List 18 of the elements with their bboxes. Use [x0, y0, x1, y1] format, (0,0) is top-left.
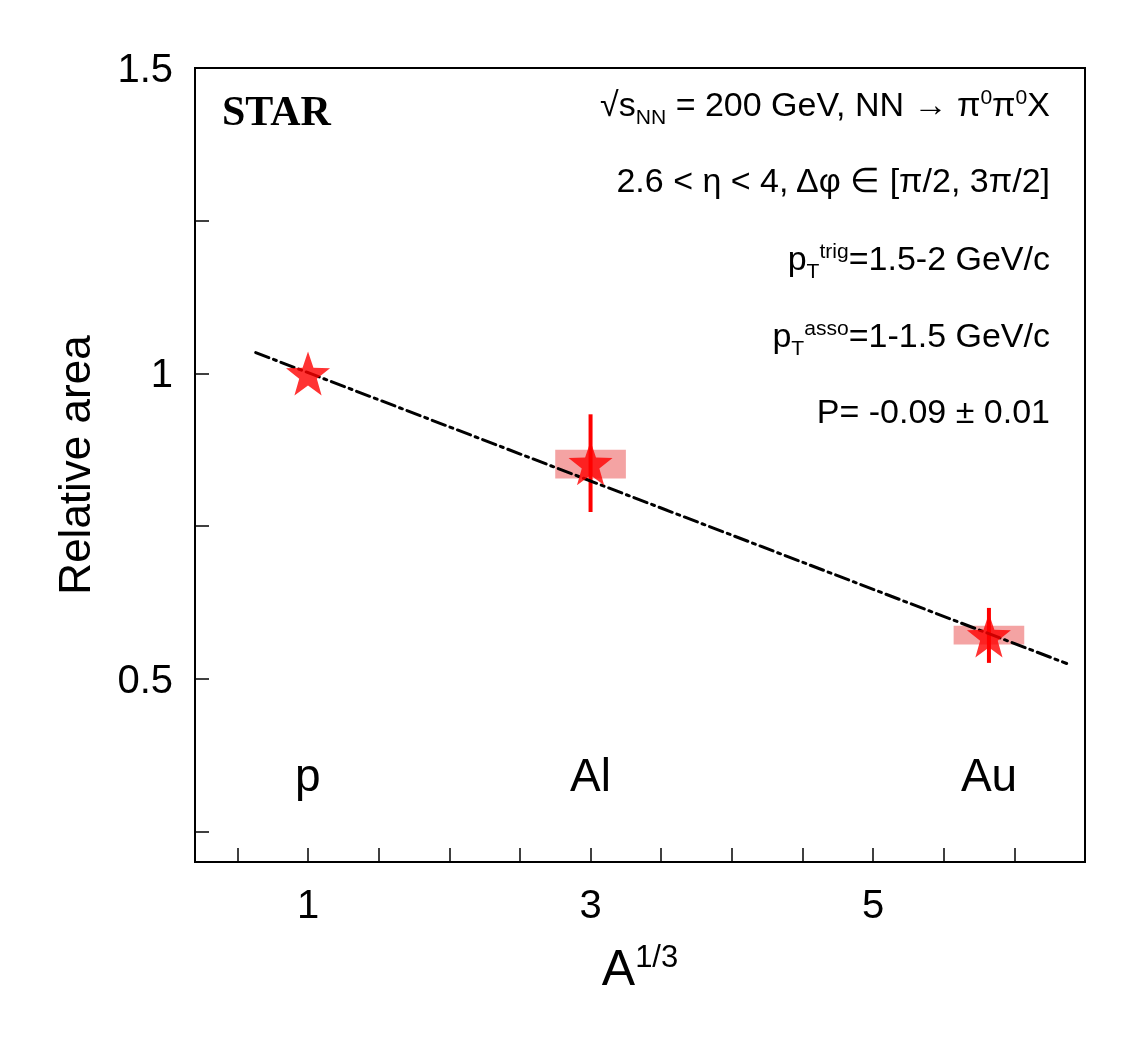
- annotation: p: [295, 749, 321, 801]
- annotation: 2.6 < η < 4, Δφ ∈ [π/2, 3π/2]: [616, 161, 1050, 200]
- annotation: STAR: [222, 88, 331, 135]
- y-tick-label: 1: [150, 351, 173, 396]
- annotation: √s$_{NN}$ = 200 GeV, NN → π$^{0}$π$^{0}$X: [600, 85, 1050, 129]
- annotation: p$_{T}$$^{trig}$=1.5-2 GeV/c: [787, 239, 1050, 283]
- point: [286, 351, 331, 396]
- y-tick-label: 1.5: [117, 46, 173, 90]
- y-tick-label: 0.5: [117, 656, 173, 701]
- y-axis-title: Relative area: [49, 335, 100, 595]
- x-tick-label: 3: [579, 882, 602, 926]
- x-axis-title: A$^{1/3}$: [600, 939, 680, 996]
- annotation: p$_{T}$$^{asso}$=1-1.5 GeV/c: [772, 316, 1050, 360]
- annotation: Au: [960, 749, 1018, 801]
- annotation: Al: [570, 749, 611, 801]
- annotation: P= -0.09 ± 0.01: [816, 392, 1050, 431]
- x-tick-label: 5: [861, 882, 885, 926]
- x-tick-label: 1: [296, 882, 320, 926]
